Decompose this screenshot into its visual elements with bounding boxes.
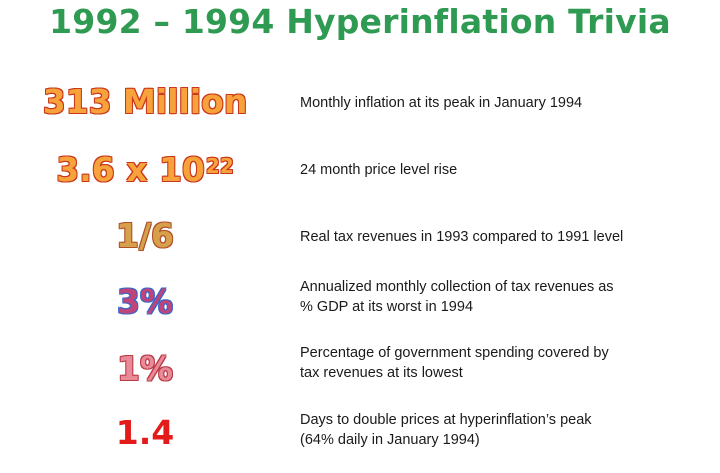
description-peak-monthly-inflation: Monthly inflation at its peak in January… [300,95,583,111]
figure-three-percent: 3% [116,282,174,321]
description-line-2: (64% daily in January 1994) [300,432,480,448]
figure-price-level-rise: 3.6 x 1022 [0,150,290,190]
description-tax-collection-gdp: Annualized monthly collection of tax rev… [300,277,700,317]
figure-base: 3.6 x 10 [56,150,205,189]
description-line-1: Annualized monthly collection of tax rev… [300,279,614,295]
figure-313-million: 313 Million [42,82,248,121]
page-title: 1992 – 1994 Hyperinflation Trivia [49,2,671,41]
figure-one-percent: 1% [116,349,174,388]
figure-days-to-double: 1.4 [115,413,175,452]
description-line-1: Percentage of government spending covere… [300,345,609,361]
description-government-spending: Percentage of government spending covere… [300,343,700,383]
figure-one-sixth: 1/6 [116,216,174,255]
description-line-2: tax revenues at its lowest [300,365,463,381]
figure-exponent: 22 [205,154,234,178]
description-line-2: % GDP at its worst in 1994 [300,299,474,315]
description-days-to-double: Days to double prices at hyperinflation’… [300,410,700,450]
description-line-1: Days to double prices at hyperinflation’… [300,412,592,428]
description-real-tax-revenues: Real tax revenues in 1993 compared to 19… [300,229,624,245]
description-price-level-rise: 24 month price level rise [300,162,458,178]
